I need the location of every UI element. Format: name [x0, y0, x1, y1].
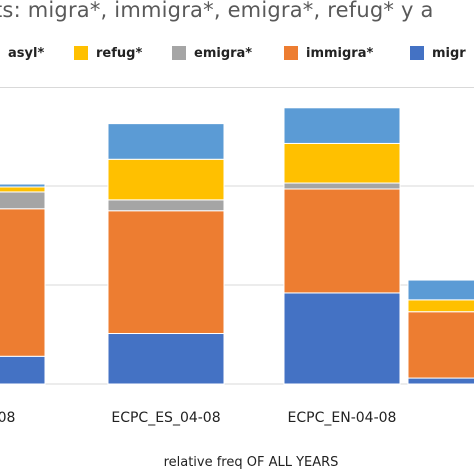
bar-segment-asyl-cat1: [107, 123, 225, 160]
x-axis-title: relative freq OF ALL YEARS: [163, 455, 339, 470]
legend-swatch-emigra: [172, 46, 186, 60]
bar-segment-emigra-cat0: [0, 191, 46, 210]
bar-segment-asyl-cat2: [283, 107, 401, 144]
legend-swatch-migr: [410, 46, 424, 60]
category-label-0: -08: [0, 410, 16, 426]
bar-segment-migr-cat0: [0, 355, 46, 385]
legend-label-immigra: immigra*: [306, 45, 374, 61]
bar-segment-refug-cat2: [283, 142, 401, 184]
legend-item-refug: refug*: [74, 44, 142, 62]
plot-frame: [0, 87, 474, 387]
bar-segment-emigra-cat1: [107, 199, 225, 212]
category-label-1: ECPC_ES_04-08: [111, 410, 221, 426]
category-label-2: ECPC_EN-04-08: [287, 410, 397, 426]
bar-segment-immigra-cat3: [407, 311, 474, 379]
legend-label-emigra: emigra*: [194, 45, 253, 61]
legend-swatch-refug: [74, 46, 88, 60]
bar-segment-refug-cat0: [0, 186, 46, 193]
bar-segment-refug-cat3: [407, 299, 474, 313]
bar-segment-migr-cat1: [107, 333, 225, 385]
legend-item-emigra: emigra*: [172, 44, 252, 62]
bar-segment-immigra-cat1: [107, 210, 225, 335]
bar-segment-immigra-cat0: [0, 208, 46, 357]
legend-swatch-immigra: [284, 46, 298, 60]
chart-title: ts: migra*, immigra*, emigra*, refug* y …: [0, 0, 434, 22]
legend-item-asyl: asyl*: [8, 44, 44, 62]
bar-segment-immigra-cat2: [283, 188, 401, 294]
legend-label-migr: migr: [432, 45, 466, 61]
bar-segment-migr-cat3: [407, 377, 474, 385]
bar-segment-emigra-cat2: [283, 182, 401, 190]
bar-segment-refug-cat1: [107, 158, 225, 201]
bar-segment-asyl-cat3: [407, 279, 474, 301]
legend-label-refug: refug*: [96, 45, 143, 61]
bar-segment-migr-cat2: [283, 292, 401, 385]
legend-label-asyl: asyl*: [8, 45, 45, 61]
legend-item-immigra: immigra*: [284, 44, 373, 62]
bar-segment-asyl-cat0: [0, 183, 46, 188]
legend-item-migr: migr: [410, 44, 466, 62]
